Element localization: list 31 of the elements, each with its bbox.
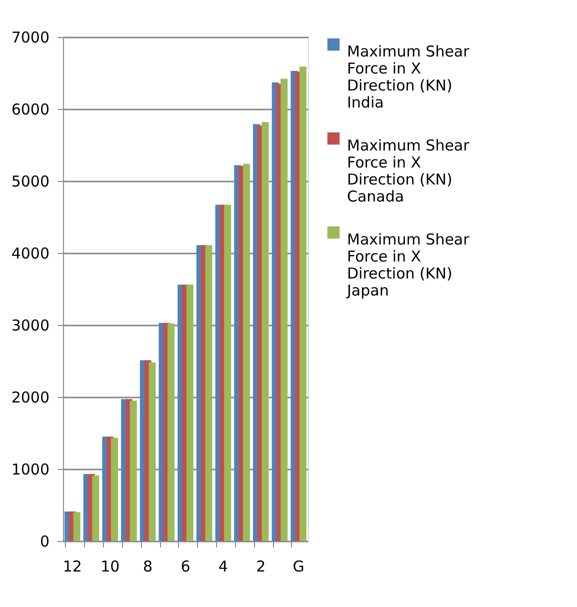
bar (92, 475, 100, 541)
bar (242, 164, 250, 541)
bar (111, 438, 118, 541)
y-tick-label: 5000 (11, 172, 50, 190)
y-tick-label: 1000 (11, 460, 50, 478)
x-tick-label: 4 (218, 558, 228, 576)
bar (168, 324, 175, 541)
x-tick-label: 6 (180, 558, 190, 576)
y-tick-label: 0 (40, 532, 50, 550)
legend-label: Maximum Shear Force in X Direction (KN) Canada (347, 136, 470, 206)
bar (73, 512, 80, 541)
legend-label: Maximum Shear Force in X Direction (KN) India (347, 42, 470, 112)
x-tick-label: 8 (143, 558, 153, 576)
bar (186, 284, 194, 541)
x-tick-label: 12 (62, 558, 82, 576)
y-tick-label: 7000 (11, 28, 50, 46)
y-tick-label: 4000 (11, 244, 50, 262)
x-tick-label: 10 (100, 558, 120, 576)
x-tick-label: 2 (256, 558, 266, 576)
bar (224, 204, 232, 541)
bar (130, 400, 137, 541)
bar (262, 122, 269, 541)
bar (299, 66, 306, 541)
y-tick-label: 6000 (11, 100, 50, 118)
x-tick-label: G (292, 558, 304, 576)
bar (148, 362, 156, 541)
bar (280, 78, 288, 541)
bar (205, 245, 212, 541)
legend-label: Maximum Shear Force in X Direction (KN) Japan (346, 230, 470, 300)
y-tick-label: 3000 (11, 316, 50, 334)
y-tick-label: 2000 (11, 388, 50, 406)
